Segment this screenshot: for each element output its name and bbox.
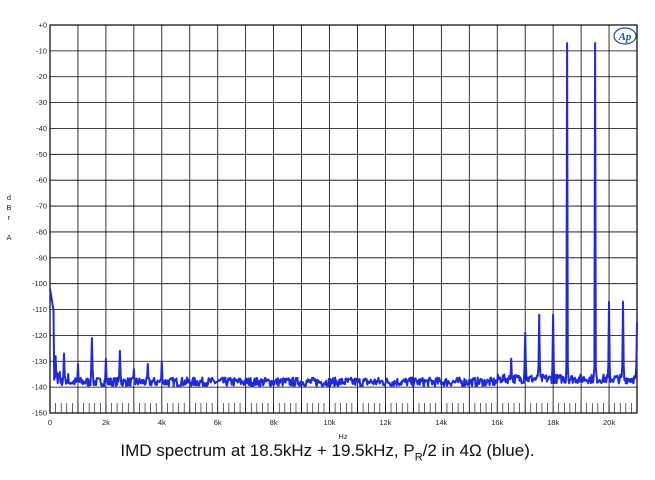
y-tick-label: -120 xyxy=(32,331,47,340)
y-tick-label: -90 xyxy=(36,253,47,262)
caption-subscript: R xyxy=(414,451,423,464)
x-tick-label: 4k xyxy=(158,418,166,427)
caption-text: IMD spectrum at 18.5kHz + 19.5kHz, P xyxy=(120,441,415,460)
y-axis-label-char: d xyxy=(7,193,11,202)
y-axis-label-char: A xyxy=(6,233,11,242)
y-tick-label: -10 xyxy=(36,46,47,55)
x-axis-label: Hz xyxy=(338,432,347,440)
y-tick-label: -70 xyxy=(36,202,47,211)
x-tick-label: 12k xyxy=(379,418,391,427)
y-tick-label: -20 xyxy=(36,72,47,81)
y-tick-labels: +0 -10 -20 -30 -40 -50 -60 -70 -80 -90 -100 -110 -12… xyxy=(32,21,47,418)
y-tick-label: +0 xyxy=(38,21,47,30)
y-axis-label: dBr A xyxy=(6,193,11,242)
x-tick-label: 16k xyxy=(491,418,503,427)
x-tick-labels: 0 2k 4k 6k 8k 10k 12k 14k 16k 18k 20k xyxy=(48,418,615,427)
chart-grid xyxy=(49,24,638,414)
y-tick-label: -130 xyxy=(32,357,47,366)
y-tick-label: -110 xyxy=(33,305,47,314)
series-line xyxy=(49,42,638,388)
y-axis-label-char: B xyxy=(6,203,11,212)
x-tick-label: 10k xyxy=(323,418,335,427)
x-tick-label: 6k xyxy=(214,418,222,427)
y-tick-label: -80 xyxy=(36,227,47,236)
x-tick-label: 20k xyxy=(603,418,615,427)
y-tick-label: -30 xyxy=(36,98,47,107)
figure-caption: IMD spectrum at 18.5kHz + 19.5kHz, PR/2 … xyxy=(0,441,655,463)
y-tick-label: -60 xyxy=(36,176,47,185)
y-axis-label-char: r xyxy=(8,213,11,222)
x-tick-label: 8k xyxy=(270,418,278,427)
caption-text-end: /2 in 4Ω (blue). xyxy=(422,441,535,460)
y-tick-label: -40 xyxy=(36,124,47,133)
y-tick-label: -140 xyxy=(32,383,47,392)
y-tick-label: -150 xyxy=(32,409,47,418)
x-minor-ticks xyxy=(49,403,638,413)
x-tick-label: 0 xyxy=(48,418,52,427)
x-tick-label: 2k xyxy=(102,418,110,427)
ap-logo-text: Ap xyxy=(618,31,632,43)
plot-frame xyxy=(49,24,638,414)
x-tick-label: 14k xyxy=(435,418,447,427)
spectrum-chart: +0 -10 -20 -30 -40 -50 -60 -70 -80 -90 -100 -110 -12… xyxy=(6,21,638,440)
y-tick-label: -50 xyxy=(36,150,47,159)
x-tick-label: 18k xyxy=(547,418,559,427)
ap-logo: Ap xyxy=(613,27,637,45)
y-tick-label: -100 xyxy=(32,279,47,288)
